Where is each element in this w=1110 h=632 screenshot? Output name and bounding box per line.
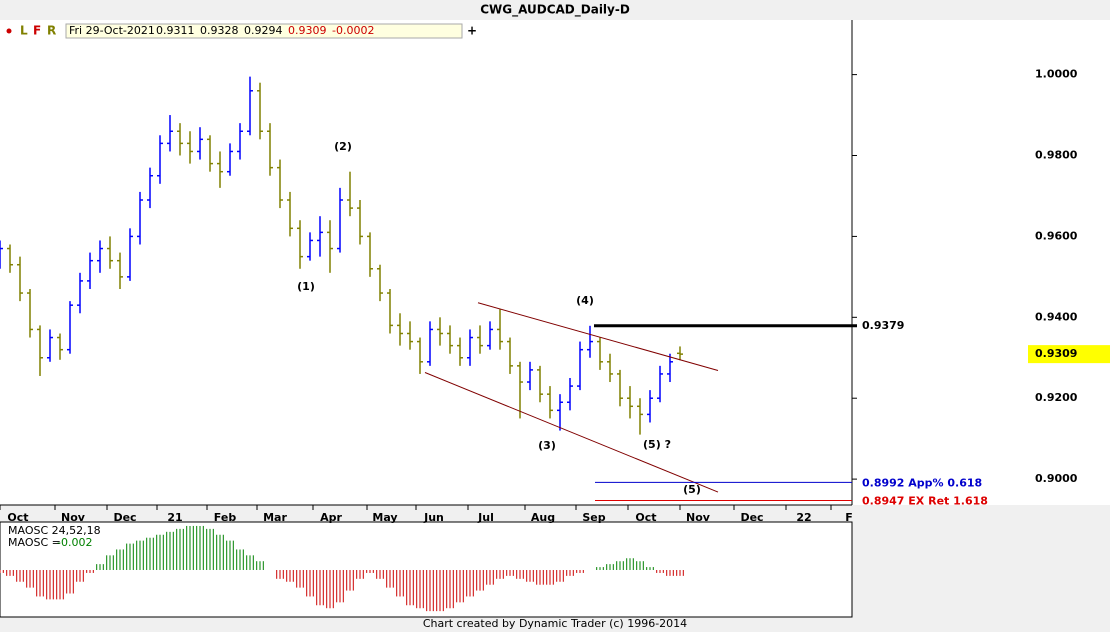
- info-change: -0.0002: [332, 24, 374, 37]
- info-close: 0.9309: [288, 24, 327, 37]
- x-tick-label: Feb: [214, 511, 237, 524]
- menu-item[interactable]: F: [33, 24, 41, 38]
- info-date: Fri 29-Oct-2021: [69, 24, 155, 37]
- level-label: 0.8947 EX Ret 1.618: [862, 495, 988, 508]
- wave-label: (1): [297, 280, 315, 293]
- level-label: 0.8992 App% 0.618: [862, 476, 982, 489]
- osc-current-label: MAOSC =: [8, 536, 61, 549]
- wave-label: (5) ?: [643, 438, 671, 451]
- chart-title: CWG_AUDCAD_Daily-D: [480, 3, 630, 18]
- info-low: 0.9294: [244, 24, 283, 37]
- x-tick-label: 22: [796, 511, 811, 524]
- x-tick-label: Oct: [635, 511, 656, 524]
- crosshair-button[interactable]: +: [467, 24, 477, 38]
- x-tick-label: Jun: [423, 511, 444, 524]
- x-tick-label: F: [845, 511, 853, 524]
- info-open: 0.9311: [156, 24, 195, 37]
- y-tick-label: 0.9400: [1035, 310, 1078, 323]
- wave-label: (2): [334, 140, 352, 153]
- x-tick-label: May: [372, 511, 397, 524]
- price-panel: [0, 20, 1110, 505]
- y-tick-label: 0.9200: [1035, 391, 1078, 404]
- oscillator-panel: [0, 521, 853, 618]
- price-tag-label: 0.9309: [1035, 347, 1077, 360]
- x-tick-label: Apr: [320, 511, 342, 524]
- osc-current: -0.002: [57, 536, 92, 549]
- x-tick-label: Sep: [582, 511, 605, 524]
- info-box: [65, 23, 463, 39]
- x-tick-label: 21: [167, 511, 182, 524]
- osc-title: MAOSC 24,52,18: [8, 524, 101, 537]
- menu-item[interactable]: L: [20, 24, 28, 38]
- wave-label: (3): [538, 439, 556, 452]
- x-tick-label: Mar: [263, 511, 287, 524]
- y-tick-label: 1.0000: [1035, 68, 1078, 81]
- y-tick-label: 0.9000: [1035, 472, 1078, 485]
- x-tick-label: Dec: [740, 511, 763, 524]
- x-tick-label: Oct: [7, 511, 28, 524]
- info-high: 0.9328: [200, 24, 239, 37]
- price-tag: [1028, 345, 1110, 364]
- menu-dot[interactable]: [6, 28, 12, 34]
- footer: Chart created by Dynamic Trader (c) 1996…: [423, 617, 687, 630]
- x-tick-label: Dec: [113, 511, 136, 524]
- x-tick-label: Jul: [477, 511, 494, 524]
- trendline: [477, 302, 719, 371]
- wave-label: (5): [683, 483, 701, 496]
- level-label: 0.9379: [862, 319, 904, 332]
- y-tick-label: 0.9800: [1035, 149, 1078, 162]
- menu-item[interactable]: R: [47, 24, 56, 38]
- trendline: [424, 372, 719, 493]
- wave-label: (4): [576, 294, 594, 307]
- x-tick-label: Aug: [531, 511, 555, 524]
- x-tick-label: Nov: [61, 511, 86, 524]
- y-tick-label: 0.9600: [1035, 229, 1078, 242]
- x-tick-label: Nov: [686, 511, 711, 524]
